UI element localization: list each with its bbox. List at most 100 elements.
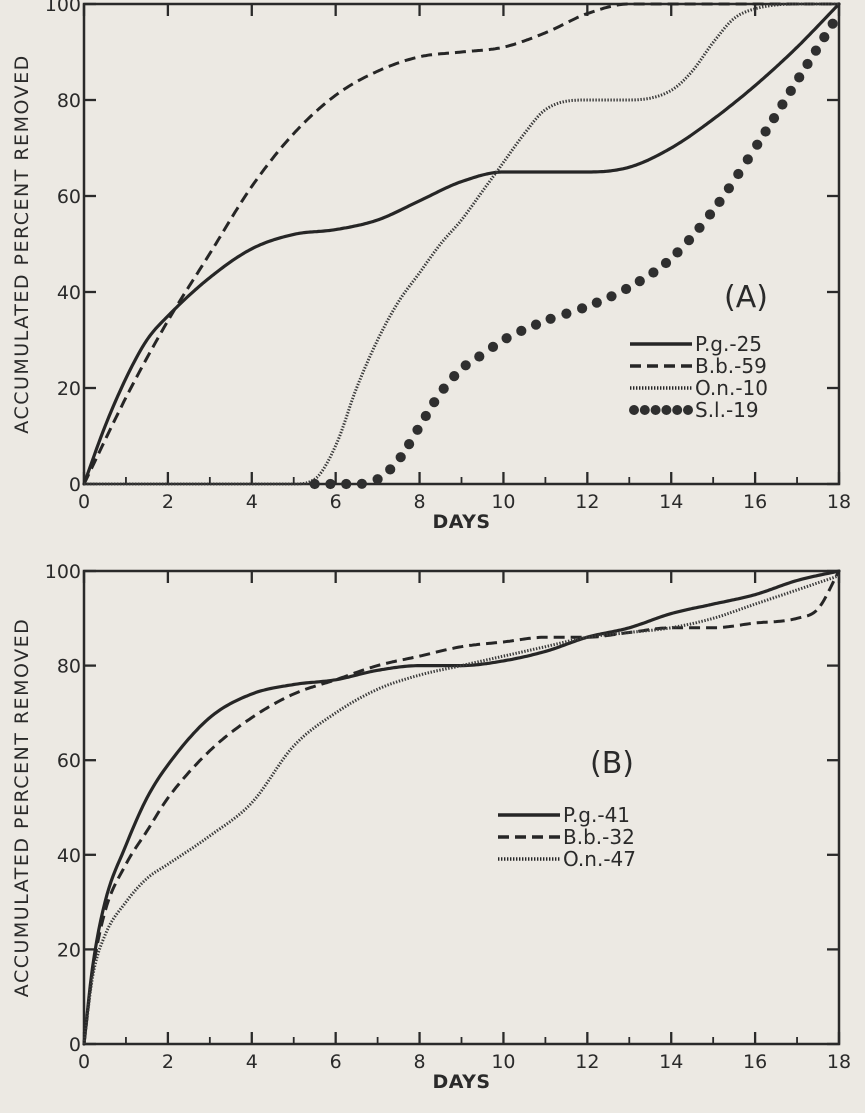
- y-tick-label: 0: [69, 474, 81, 496]
- x-tick-label: 18: [827, 1051, 851, 1073]
- series-3-point: [412, 424, 423, 435]
- series-0-line: [82, 2, 841, 486]
- series-3-point: [802, 58, 813, 70]
- series-3-point: [309, 478, 320, 490]
- series-3-point: [487, 341, 499, 352]
- x-tick-label: 0: [78, 1051, 90, 1073]
- series-3-point: [672, 247, 683, 258]
- x-tick-label: 2: [162, 1051, 174, 1073]
- series-3-point: [760, 126, 771, 137]
- series-3-point: [733, 168, 744, 180]
- legend-entry: P.g.-41: [563, 803, 630, 827]
- y-tick-label: 80: [57, 90, 81, 112]
- series-3-point: [606, 291, 617, 302]
- series-3-point: [752, 139, 763, 150]
- series-3-point: [404, 439, 415, 450]
- series-2-line: [82, 574, 840, 1045]
- x-tick-label: 14: [659, 491, 683, 513]
- series-3-point: [648, 267, 659, 278]
- x-tick-label: 2: [162, 491, 174, 513]
- legend-entry: P.g.-25: [695, 332, 762, 356]
- x-tick-label: 6: [330, 1051, 342, 1073]
- y-tick-label: 60: [57, 186, 81, 208]
- series-0-line: [82, 569, 841, 1046]
- series-3-point: [385, 464, 396, 475]
- series-3-point: [660, 257, 672, 269]
- y-axis-label: ACCUMULATED PERCENT REMOVED: [11, 54, 33, 433]
- y-tick-label: 40: [57, 845, 81, 867]
- x-axis-label: DAYS: [432, 511, 490, 533]
- x-tick-label: 14: [659, 1051, 683, 1073]
- series-3-point: [777, 99, 788, 110]
- legend-swatch-dot: [629, 405, 639, 415]
- legend-swatch-dot: [650, 405, 661, 415]
- legend-swatch-dot: [672, 405, 683, 415]
- series-3-point: [694, 222, 705, 233]
- y-axis-label: ACCUMULATED PERCENT REMOVED: [11, 618, 33, 997]
- series-1-line: [82, 570, 841, 1045]
- chart-panel-b: 0 2 4 6 8 10 12 14 16 18 0 20 40 60 80 100 DAYS ACCUMULAT…: [11, 561, 851, 1093]
- series-3-point: [768, 113, 780, 124]
- series-3-point: [621, 283, 632, 295]
- x-tick-label: 0: [78, 491, 90, 513]
- series-3-point: [827, 18, 838, 29]
- series-3-point: [449, 371, 460, 382]
- legend-swatch-dot: [683, 405, 693, 415]
- legend-entry: S.l.-19: [695, 398, 759, 422]
- y-tick-label: 100: [45, 561, 81, 583]
- y-tick-label: 80: [57, 656, 81, 678]
- series-3-point: [460, 360, 471, 371]
- series-3-point: [530, 319, 542, 330]
- series-3-point: [372, 474, 383, 485]
- series-3-point: [714, 196, 725, 207]
- series-3-point: [561, 308, 572, 319]
- chart-panel-a: 0 2 4 6 8 10 12 14 16 18 0 20 40 60 80 100 DAYS ACCUMULAT…: [11, 0, 851, 533]
- series-1-line: [82, 2, 839, 485]
- x-tick-label: 10: [491, 1051, 515, 1073]
- series-3-point: [438, 383, 449, 394]
- series-3-point: [341, 478, 352, 490]
- series-3-point: [785, 85, 796, 96]
- x-tick-label: 8: [414, 1051, 426, 1073]
- legend-entry: O.n.-47: [563, 847, 636, 871]
- legend-swatch-dot: [639, 405, 650, 415]
- plot-frame: [82, 569, 841, 1046]
- x-tick-label: 4: [246, 491, 258, 513]
- series-3-point: [420, 410, 431, 422]
- series-3-point: [474, 351, 485, 362]
- x-tick-label: 18: [827, 491, 851, 513]
- x-axis-label: DAYS: [432, 1071, 490, 1093]
- y-tick-label: 100: [45, 0, 81, 16]
- series-3-point: [356, 478, 367, 489]
- series-3-point: [395, 452, 406, 463]
- panel-label: (A): [724, 280, 768, 315]
- legend-entry: B.b.-59: [695, 354, 767, 378]
- y-tick-label: 0: [69, 1034, 81, 1056]
- legend-swatch-dot: [661, 405, 672, 415]
- series-3-point: [325, 478, 336, 490]
- x-tick-label: 16: [743, 491, 767, 513]
- x-tick-label: 6: [330, 491, 342, 513]
- panel-label: (B): [590, 746, 634, 781]
- series-3-point: [819, 31, 830, 43]
- series-3-point: [545, 313, 556, 324]
- series-3-point: [577, 303, 588, 314]
- series-3-point: [429, 397, 440, 408]
- x-tick-label: 16: [743, 1051, 767, 1073]
- series-3-point: [634, 276, 645, 287]
- x-tick-label: 8: [414, 491, 426, 513]
- y-tick-label: 40: [57, 282, 81, 304]
- series-3-point: [591, 297, 602, 308]
- series-3-point: [794, 72, 805, 83]
- series-3-point: [501, 333, 512, 344]
- series-3-point: [723, 183, 735, 194]
- x-tick-label: 4: [246, 1051, 258, 1073]
- legend-entry: B.b.-32: [563, 825, 635, 849]
- y-tick-label: 60: [57, 750, 81, 772]
- series-3-point: [810, 45, 822, 56]
- x-tick-label: 10: [491, 491, 515, 513]
- series-3-point: [742, 154, 753, 165]
- series-3-point: [516, 325, 527, 336]
- series-3-point: [704, 209, 716, 220]
